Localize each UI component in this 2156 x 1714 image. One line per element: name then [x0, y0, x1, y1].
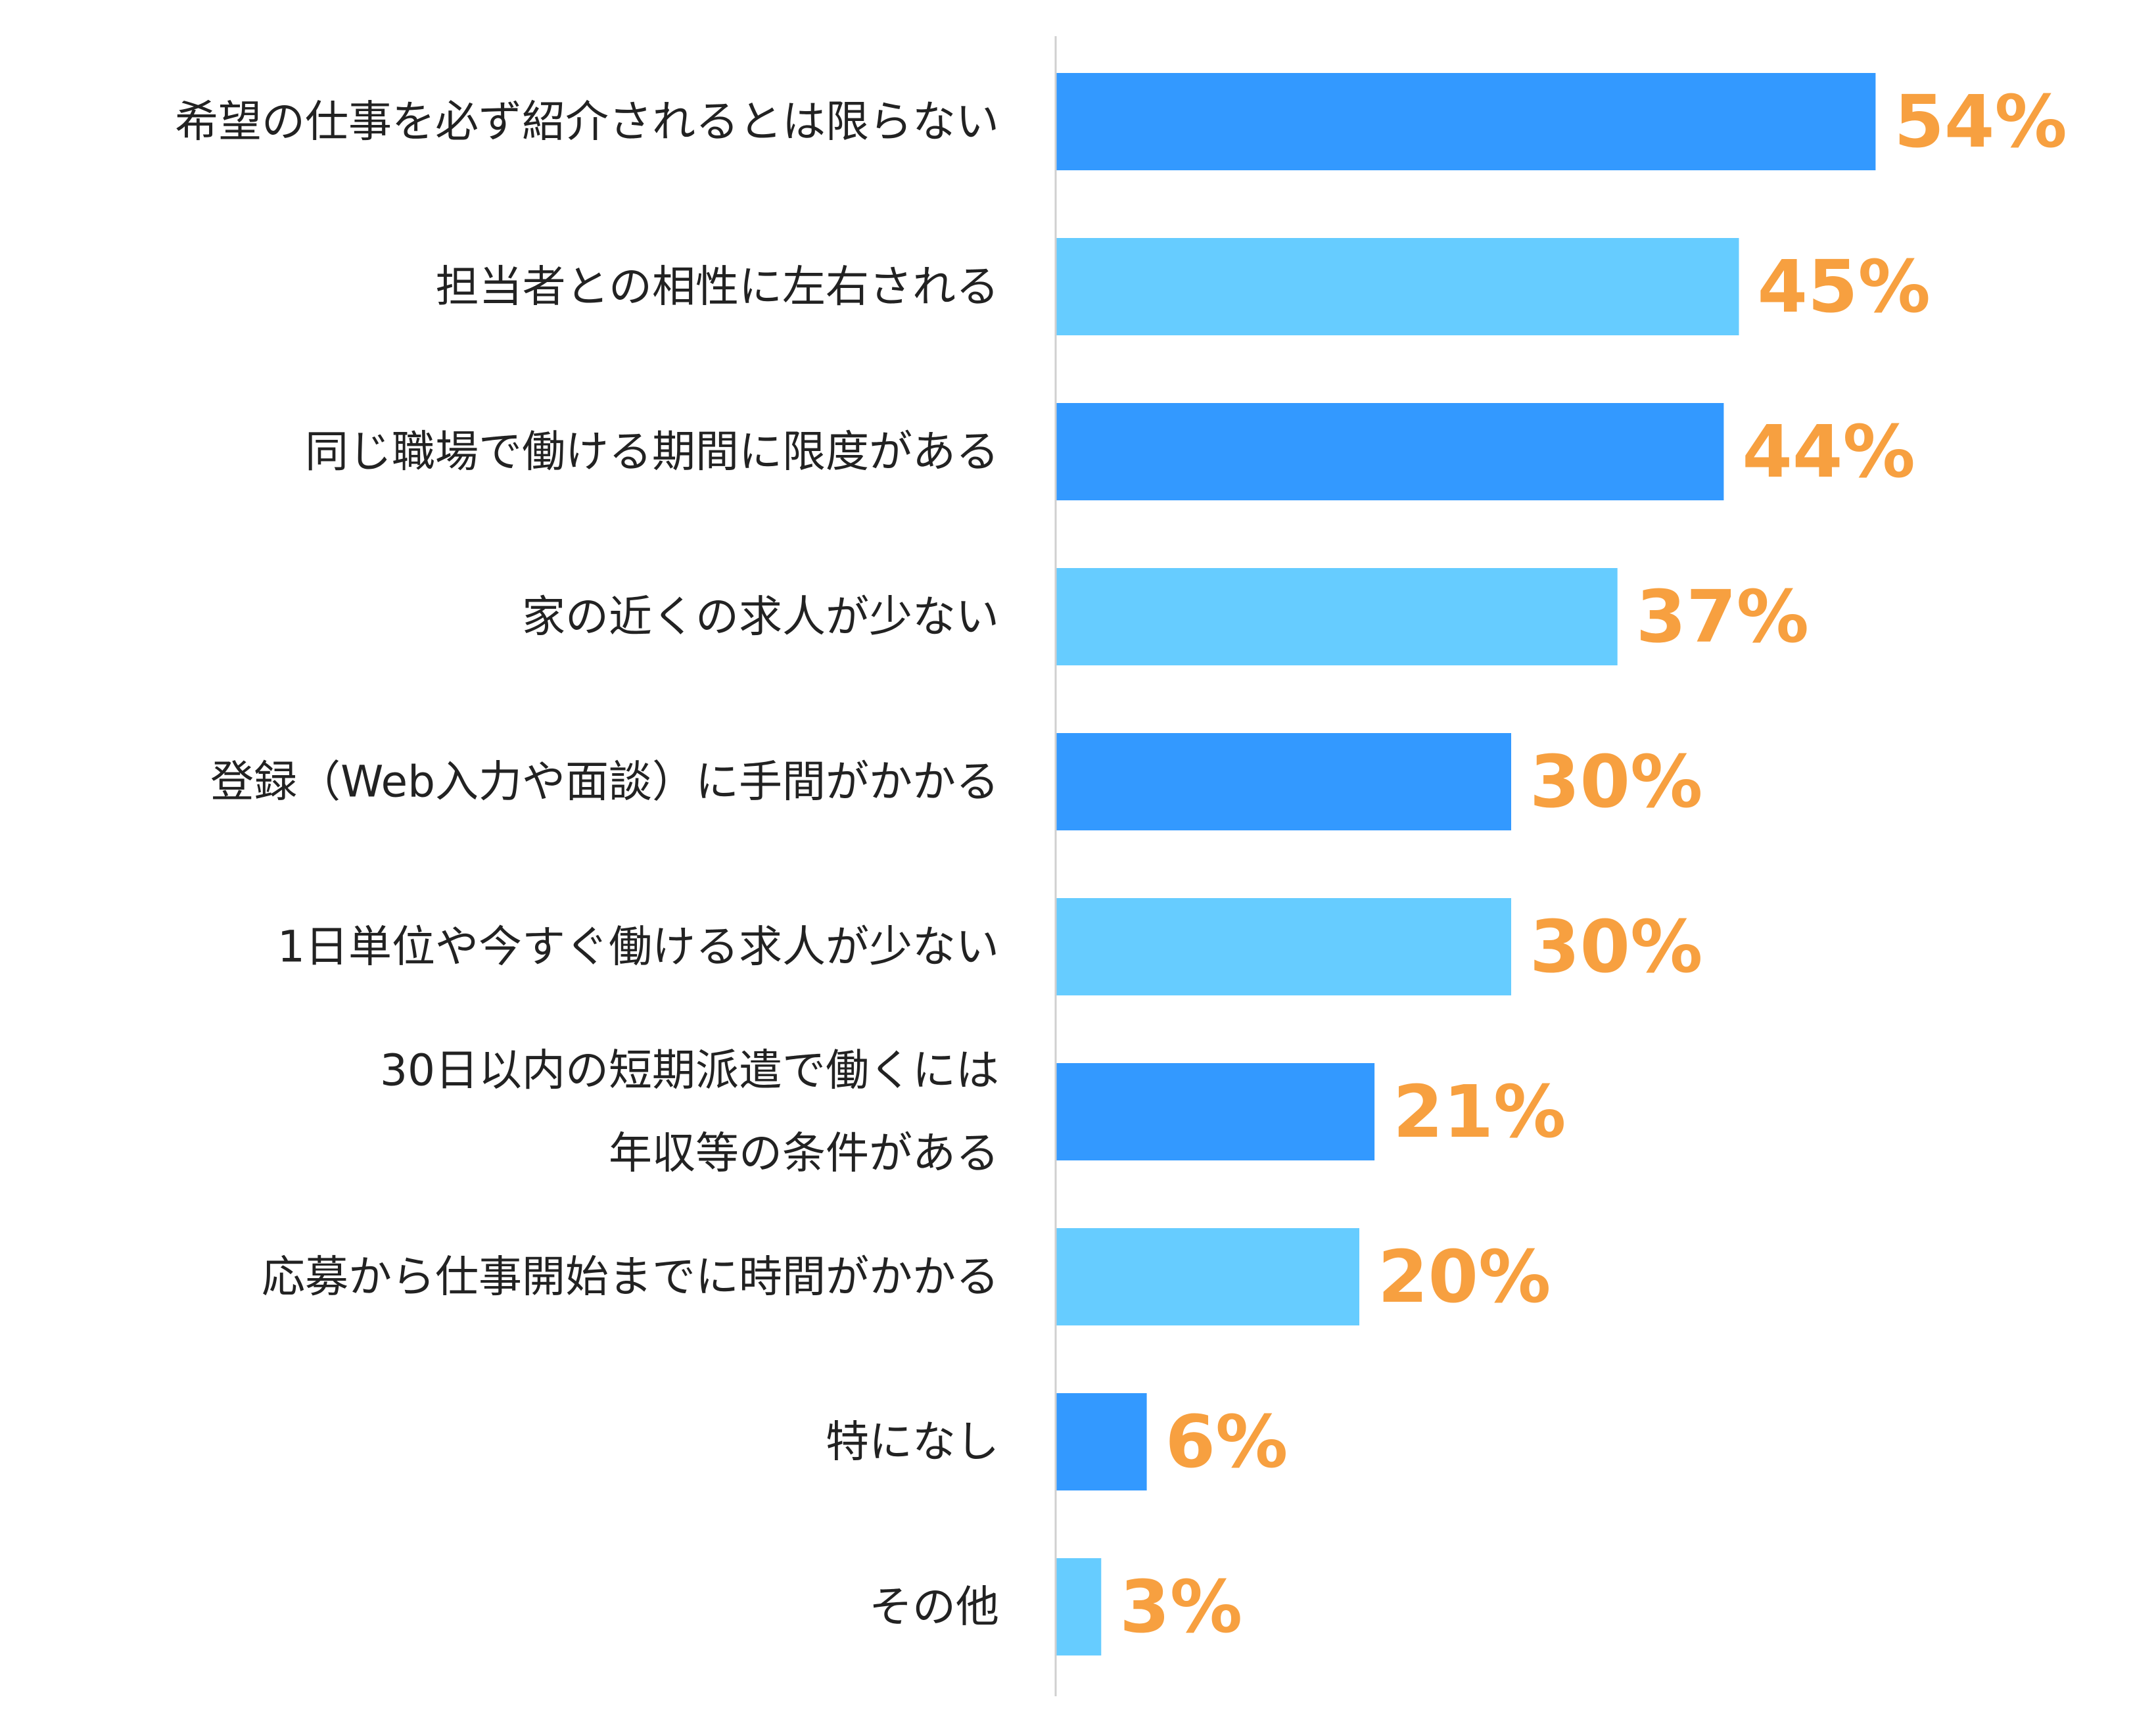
category-label-8: 応募から仕事開始までに時間がかかる	[262, 1252, 999, 1302]
category-label-7-line-2: 年収等の条件がある	[609, 1128, 999, 1179]
category-label-4: 家の近くの求人が少ない	[522, 592, 999, 642]
bar-10	[1056, 1558, 1102, 1655]
category-label-1: 希望の仕事を必ず紹介されるとは限らない	[175, 97, 999, 147]
category-label-6: 1日単位や今すぐ働ける求人が少ない	[277, 922, 999, 972]
bars-layer	[1056, 73, 1876, 1655]
bar-4	[1056, 568, 1618, 665]
value-label-9: 6%	[1165, 1400, 1288, 1484]
bar-2	[1056, 238, 1739, 335]
value-labels: 54% 45% 44% 37% 30% 30% 21% 20% 6% 3%	[1119, 80, 2067, 1649]
bar-8	[1056, 1228, 1359, 1325]
category-label-9: 特になし	[826, 1417, 999, 1467]
value-label-3: 44%	[1742, 410, 1915, 494]
bar-7	[1056, 1063, 1375, 1160]
value-label-1: 54%	[1894, 80, 2067, 164]
bar-1	[1056, 73, 1876, 170]
category-label-5: 登録（Web入力や面談）に手間がかかる	[210, 757, 999, 807]
value-label-5: 30%	[1530, 740, 1702, 824]
value-label-8: 20%	[1378, 1235, 1551, 1319]
bar-3	[1056, 403, 1724, 500]
category-label-3: 同じ職場で働ける期間に限度がある	[305, 427, 999, 477]
value-label-4: 37%	[1636, 575, 1809, 659]
category-label-10: その他	[869, 1582, 999, 1632]
bar-6	[1056, 898, 1511, 995]
value-label-2: 45%	[1758, 245, 1931, 329]
category-label-2: 担当者との相性に左右される	[436, 262, 999, 312]
value-label-7: 21%	[1393, 1070, 1566, 1154]
category-label-7-line-1: 30日以内の短期派遣で働くには	[380, 1045, 999, 1096]
bar-5	[1056, 733, 1511, 830]
value-label-6: 30%	[1530, 905, 1702, 989]
value-label-10: 3%	[1119, 1565, 1242, 1649]
bar-9	[1056, 1393, 1147, 1490]
category-labels: 希望の仕事を必ず紹介されるとは限らない担当者との相性に左右される同じ職場で働ける…	[175, 97, 999, 1632]
